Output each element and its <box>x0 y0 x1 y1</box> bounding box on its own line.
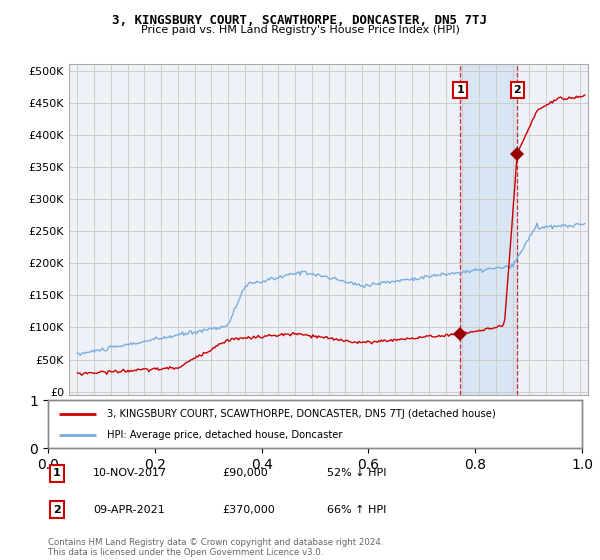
Text: Contains HM Land Registry data © Crown copyright and database right 2024.
This d: Contains HM Land Registry data © Crown c… <box>48 538 383 557</box>
Text: HPI: Average price, detached house, Doncaster: HPI: Average price, detached house, Donc… <box>107 430 342 440</box>
Text: £370,000: £370,000 <box>222 505 275 515</box>
Text: £90,000: £90,000 <box>222 468 268 478</box>
Text: 2: 2 <box>514 85 521 95</box>
Text: 10-NOV-2017: 10-NOV-2017 <box>93 468 167 478</box>
Bar <box>460 64 517 395</box>
Text: 09-APR-2021: 09-APR-2021 <box>93 505 165 515</box>
Text: 52% ↓ HPI: 52% ↓ HPI <box>327 468 386 478</box>
Text: 3, KINGSBURY COURT, SCAWTHORPE, DONCASTER, DN5 7TJ (detached house): 3, KINGSBURY COURT, SCAWTHORPE, DONCASTE… <box>107 409 496 419</box>
Text: 1: 1 <box>456 85 464 95</box>
Text: Price paid vs. HM Land Registry's House Price Index (HPI): Price paid vs. HM Land Registry's House … <box>140 25 460 35</box>
Text: 3, KINGSBURY COURT, SCAWTHORPE, DONCASTER, DN5 7TJ: 3, KINGSBURY COURT, SCAWTHORPE, DONCASTE… <box>113 14 487 27</box>
Text: 66% ↑ HPI: 66% ↑ HPI <box>327 505 386 515</box>
Text: 2: 2 <box>53 505 61 515</box>
Text: 1: 1 <box>53 468 61 478</box>
